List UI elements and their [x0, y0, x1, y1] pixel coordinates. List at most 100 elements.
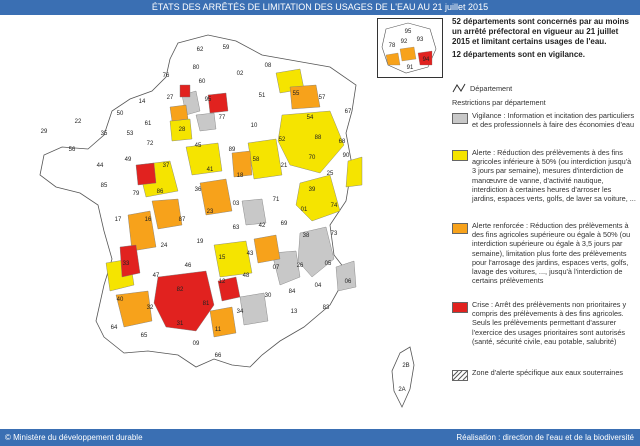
dept-label: 30 [265, 293, 272, 299]
dept-label: 01 [301, 207, 308, 213]
dept-label: 51 [259, 93, 266, 99]
dept-label: 10 [251, 123, 258, 129]
zone-alerte-renforcee [115, 290, 153, 328]
zone-alerte [295, 174, 341, 222]
swatch-vigilance [452, 113, 468, 124]
zone-vigilance [297, 226, 335, 278]
zone-alerte [247, 138, 283, 180]
dept-label: 46 [185, 263, 192, 269]
dept-label: 64 [111, 325, 118, 331]
inset-label: 95 [405, 29, 412, 35]
zone-alerte [345, 156, 363, 188]
dept-label: 2A [398, 387, 405, 393]
dept-label: 69 [281, 221, 288, 227]
dept-label: 66 [215, 353, 222, 359]
dept-label: 14 [139, 99, 146, 105]
dept-label: 44 [97, 163, 104, 169]
zone-vigilance [271, 250, 301, 286]
zone-alerte [213, 240, 253, 278]
swatch-crise [452, 302, 468, 313]
zone-crise [207, 92, 229, 114]
dept-label: 50 [117, 111, 124, 117]
dept-label: 57 [319, 95, 326, 101]
dept-label: 95 [205, 97, 212, 103]
zone-alerte-renforcee [253, 234, 281, 264]
dept-label: 60 [199, 79, 206, 85]
dept-label: 67 [345, 109, 352, 115]
zone-alerte [185, 142, 223, 176]
dept-label: 06 [345, 279, 352, 285]
legend-heading: Restrictions par département [452, 98, 546, 107]
zone-crise [179, 84, 191, 98]
inset-label: 78 [389, 43, 396, 49]
dept-label: 79 [133, 191, 140, 197]
dept-label: 22 [75, 119, 82, 125]
dept-label: 03 [233, 201, 240, 207]
corsica-outline [391, 346, 415, 408]
dept-label: 59 [223, 45, 230, 51]
zone-alerte-renforcee [289, 84, 321, 110]
dept-label: 72 [147, 141, 154, 147]
legend-text-zone-souterraine: Zone d'alerte spécifique aux eaux souter… [472, 368, 624, 377]
zone-alerte-renforcee [151, 198, 183, 230]
dept-label: 07 [273, 265, 280, 271]
zone-crise [217, 276, 241, 302]
zone-vigilance [195, 112, 217, 132]
dept-label: 41 [207, 167, 214, 173]
dept-label: 45 [195, 143, 202, 149]
summary-line-1: 52 départements sont concernés par au mo… [452, 17, 629, 46]
dept-label: 05 [325, 261, 332, 267]
dept-label: 11 [215, 327, 222, 333]
swatch-hatch-icon [452, 370, 468, 381]
dept-label: 85 [101, 183, 108, 189]
legend-text-alerte-renforcee: Alerte renforcée : Réduction des prélève… [472, 221, 631, 286]
dept-label: 43 [247, 251, 254, 257]
dept-label: 86 [157, 189, 164, 195]
zone-crise [153, 270, 215, 332]
swatch-alerte [452, 150, 468, 161]
inset-label: 91 [407, 65, 414, 71]
footer-copyright: © Ministère du développement durable [5, 433, 143, 442]
dept-label: 52 [279, 137, 286, 143]
dept-label: 16 [145, 217, 152, 223]
footer: © Ministère du développement durable Réa… [0, 429, 640, 446]
dept-label: 54 [307, 115, 314, 121]
dept-label: 87 [179, 217, 186, 223]
footer-credit: Réalisation : direction de l'eau et de l… [456, 433, 634, 442]
dept-label: 82 [177, 287, 184, 293]
dept-label: 71 [273, 197, 280, 203]
dept-label: 19 [197, 239, 204, 245]
dept-label: 08 [265, 63, 272, 69]
legend-text-alerte: Alerte : Réduction des prélèvements à de… [472, 148, 636, 204]
dept-label: 25 [327, 171, 334, 177]
dept-label: 47 [153, 273, 160, 279]
zone-alerte-renforcee [199, 178, 233, 216]
dept-label: 28 [179, 127, 186, 133]
zone-alerte-renforcee [209, 306, 237, 338]
dept-label: 21 [281, 163, 288, 169]
dept-label: 09 [193, 341, 200, 347]
zone-alerte-renforcee [169, 104, 189, 122]
dept-label: 83 [323, 305, 330, 311]
dept-label: 63 [233, 225, 240, 231]
dept-label: 33 [123, 261, 130, 267]
zone-vigilance [241, 198, 267, 226]
dept-label: 62 [197, 47, 204, 53]
dept-label: 49 [125, 157, 132, 163]
dept-label: 35 [101, 131, 108, 137]
dept-label: 76 [163, 73, 170, 79]
zone-alerte-renforcee [231, 150, 253, 178]
dept-label: 38 [303, 233, 310, 239]
dept-label: 27 [167, 95, 174, 101]
dept-label: 31 [177, 321, 184, 327]
dept-label: 84 [289, 289, 296, 295]
legend-text-vigilance: Vigilance : Information et incitation de… [472, 111, 635, 130]
dept-label: 68 [339, 139, 346, 145]
dept-label: 53 [127, 131, 134, 137]
dept-label: 26 [297, 263, 304, 269]
dept-label: 80 [193, 65, 200, 71]
inset-label: 94 [423, 57, 430, 63]
dept-label: 61 [145, 121, 152, 127]
zone-vigilance [335, 260, 357, 292]
zone-alerte [277, 110, 345, 174]
